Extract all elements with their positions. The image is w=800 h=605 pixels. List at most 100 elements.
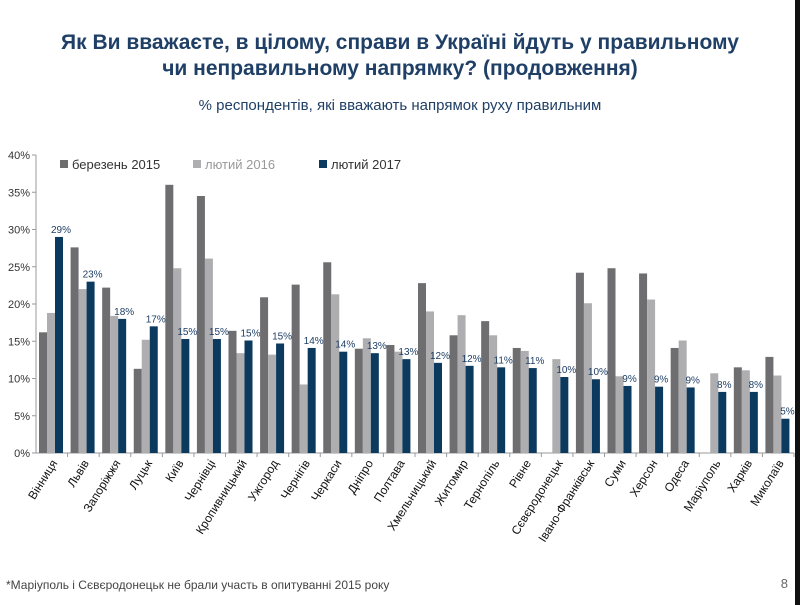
data-label: 11% <box>525 356 544 367</box>
bar-2 <box>678 340 687 453</box>
legend-label: лютий 2017 <box>331 157 401 172</box>
x-tick-label: Дніпро <box>345 457 377 496</box>
data-label: 9% <box>654 375 669 386</box>
y-tick-label: 5% <box>14 411 30 423</box>
bar-2 <box>583 303 592 453</box>
x-tick-label: Ужгород <box>245 457 281 504</box>
bar-3 <box>149 326 158 453</box>
x-tick-label: Чернігів <box>278 457 313 502</box>
x-tick-label: Львів <box>64 457 92 489</box>
x-tick-label: Одеса <box>661 457 692 495</box>
data-label: 9% <box>622 374 637 385</box>
footnote: *Маріуполь і Сєвєродонецьк не брали учас… <box>6 578 390 592</box>
bar-2 <box>204 258 213 453</box>
data-label: 15% <box>240 329 260 340</box>
legend-label: лютий 2016 <box>205 157 275 172</box>
bar-2 <box>520 350 529 453</box>
bar-3 <box>781 418 790 453</box>
bar-2 <box>110 315 119 453</box>
bar-3 <box>370 353 379 453</box>
y-tick-label: 40% <box>8 150 30 162</box>
data-label: 15% <box>209 327 229 338</box>
data-label: 15% <box>177 327 197 338</box>
bar-2 <box>457 315 466 453</box>
legend-swatch <box>319 160 327 168</box>
bar-2 <box>173 268 182 453</box>
bar-1 <box>354 348 363 453</box>
bar-2 <box>331 294 340 453</box>
bar-1 <box>70 247 79 453</box>
bar-3 <box>718 391 727 453</box>
data-label: 8% <box>717 380 732 391</box>
bar-3 <box>86 281 95 453</box>
bar-3 <box>465 365 474 453</box>
bar-1 <box>481 321 490 453</box>
data-label: 15% <box>272 331 292 342</box>
bar-1 <box>449 335 458 453</box>
data-label: 5% <box>780 407 795 418</box>
bar-1 <box>418 283 426 453</box>
bar-3 <box>181 339 190 453</box>
y-tick-label: 0% <box>14 448 30 460</box>
bar-1 <box>102 287 111 453</box>
bar-2 <box>268 354 277 453</box>
data-label: 9% <box>685 375 700 386</box>
data-label: 14% <box>304 336 324 347</box>
title-line-1: Як Ви вважаєте, в цілому, справи в Украї… <box>61 31 739 54</box>
bar-3 <box>276 343 285 453</box>
bar-1 <box>607 268 616 453</box>
bar-3 <box>402 359 411 453</box>
title-line-2: чи неправильному напрямку? (продовження) <box>162 57 638 80</box>
x-tick-label: Херсон <box>627 457 660 499</box>
bar-3 <box>749 391 758 453</box>
y-tick-label: 30% <box>8 225 30 237</box>
bar-2 <box>710 373 719 453</box>
x-tick-label: Івано-Франківськ <box>535 457 597 545</box>
bar-3 <box>655 386 664 453</box>
bar-3 <box>623 385 632 453</box>
chart-subtitle: % респондентів, які вважають напрямок ру… <box>198 97 602 114</box>
bar-1 <box>133 368 142 453</box>
y-tick-label: 10% <box>8 374 30 386</box>
data-label: 12% <box>430 351 450 362</box>
x-tick-label: Суми <box>601 457 628 489</box>
x-tick-label: Рівне <box>506 457 534 490</box>
x-tick-label: Київ <box>162 457 186 484</box>
bar-1 <box>323 262 332 453</box>
bar-2 <box>741 370 750 453</box>
window-edge <box>795 0 800 605</box>
bar-1 <box>575 272 584 453</box>
chart-title: Як Ви вважаєте, в цілому, справи в Украї… <box>0 30 800 82</box>
legend-swatch <box>60 160 68 168</box>
bar-1 <box>39 332 47 453</box>
y-tick-label: 20% <box>8 299 30 311</box>
data-label: 29% <box>51 225 71 236</box>
bar-1 <box>733 367 742 453</box>
bar-3 <box>497 367 506 453</box>
bar-2 <box>615 376 624 453</box>
data-label: 12% <box>462 354 482 365</box>
bar-1 <box>765 356 774 453</box>
bar-1 <box>196 195 205 453</box>
x-tick-label: Харків <box>724 457 755 495</box>
bar-3 <box>434 362 442 453</box>
y-tick-label: 25% <box>8 262 30 274</box>
bar-3 <box>244 340 253 453</box>
bar-2 <box>47 312 55 453</box>
bar-1 <box>228 330 237 453</box>
bar-2 <box>362 338 371 453</box>
bar-3 <box>212 339 221 453</box>
bar-2 <box>773 375 782 453</box>
data-label: 13% <box>398 347 418 358</box>
data-label: 10% <box>556 365 576 376</box>
y-tick-label: 35% <box>8 187 30 199</box>
data-label: 11% <box>494 355 513 366</box>
bar-3 <box>591 379 600 453</box>
bar-2 <box>489 335 498 453</box>
bar-3 <box>686 387 695 453</box>
bar-1 <box>512 347 521 453</box>
bar-2 <box>426 311 434 453</box>
bar-3 <box>118 318 127 453</box>
bar-1 <box>165 184 174 454</box>
